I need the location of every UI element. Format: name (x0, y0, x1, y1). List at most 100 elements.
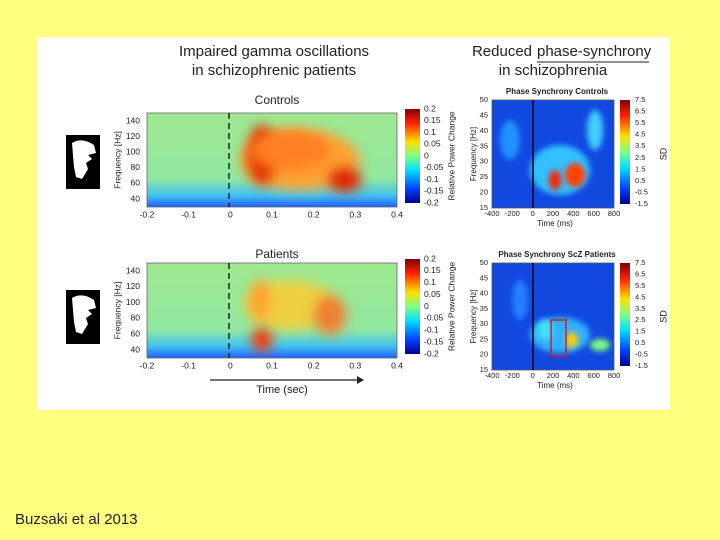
heatmap-blob (250, 280, 270, 320)
colorbar-tick-label: -0.2 (424, 197, 439, 207)
x-tick-label: 0.4 (391, 209, 403, 219)
colorbar (620, 100, 630, 204)
heatmap (492, 263, 614, 370)
colorbar-tick-label: 6.5 (635, 107, 645, 116)
y-tick-label: 30 (480, 319, 488, 328)
heatmap-blob (329, 168, 361, 192)
colorbar-tick-label: -0.15 (424, 186, 444, 196)
heatmap-blobs (512, 280, 610, 353)
colorbar-tick-label: 0.05 (424, 139, 441, 149)
colorbar-tick-label: 0.15 (424, 115, 441, 125)
colorbar-tick-label: 5.5 (635, 281, 645, 290)
panel-title: in schizophrenia (499, 62, 608, 79)
y-tick-label: 15 (480, 365, 488, 374)
x-tick-label: -200 (505, 371, 520, 380)
heatmap-blobs (245, 280, 346, 352)
x-tick-label: 800 (608, 371, 621, 380)
colorbar-label: SD (658, 147, 668, 160)
colorbar-tick-label: 1.5 (635, 164, 645, 173)
highlight-box (550, 319, 567, 357)
colorbar-label: Relative Power Change (446, 111, 456, 201)
colorbar (405, 109, 420, 203)
colorbar-tick-label: 5.5 (635, 118, 645, 127)
colorbar-tick-label: 2.5 (635, 153, 645, 162)
heatmap-blob (549, 170, 561, 190)
x-tick-label: 0 (228, 360, 233, 370)
y-tick-label: 35 (480, 141, 488, 150)
x-tick-label: 0 (531, 371, 535, 380)
heatmap-blob (566, 332, 578, 348)
y-tick-label: 40 (131, 193, 141, 203)
heatmap-blobs (240, 125, 361, 192)
y-tick-label: 40 (480, 289, 488, 298)
x-tick-label: 600 (587, 209, 600, 218)
y-tick-label: 25 (480, 172, 488, 181)
y-tick-label: 100 (126, 297, 140, 307)
x-axis-label: Time (ms) (537, 381, 573, 390)
y-tick-label: 50 (480, 95, 488, 104)
x-tick-label: 0.3 (349, 360, 361, 370)
y-tick-label: 45 (480, 273, 488, 282)
x-tick-label: 800 (608, 209, 621, 218)
x-tick-label: 600 (587, 371, 600, 380)
plot-frame (146, 262, 398, 359)
colorbar-tick-label: 3.5 (635, 304, 645, 313)
plot-frame (146, 112, 398, 208)
colorbar-tick-label: -0.05 (424, 162, 444, 172)
panel-title: Reduced (472, 43, 532, 60)
colorbar-label: SD (658, 310, 668, 323)
colorbar-tick-label: 0.2 (424, 103, 436, 113)
x-tick-label: 0 (228, 209, 233, 219)
y-axis-label: Frequency [Hz] (469, 289, 478, 343)
head-icon-face (72, 140, 96, 179)
y-tick-label: 40 (480, 126, 488, 135)
colorbar-tick-label: -1.5 (635, 361, 648, 370)
time-arrow-head (357, 376, 364, 384)
colorbar-tick-label: -0.1 (424, 174, 439, 184)
heatmap-blobs (500, 110, 603, 195)
y-tick-label: 35 (480, 304, 488, 313)
x-tick-label: 0.2 (308, 209, 320, 219)
x-tick-label: 0 (531, 209, 535, 218)
colorbar-tick-label: -0.5 (635, 350, 648, 359)
colorbar-tick-label: 0.5 (635, 338, 645, 347)
y-tick-label: 45 (480, 110, 488, 119)
heatmap-blob (314, 295, 346, 335)
colorbar-tick-label: -0.1 (424, 325, 439, 335)
heatmap-blob (590, 339, 610, 351)
x-tick-label: -400 (484, 371, 499, 380)
colorbar-tick-label: 7.5 (635, 95, 645, 104)
x-tick-label: 0.4 (391, 360, 403, 370)
plot-title: Controls (255, 93, 300, 107)
y-axis-label: Frequency [Hz] (469, 127, 478, 181)
y-tick-label: 100 (126, 146, 140, 156)
panel-title: phase-synchrony (537, 43, 652, 60)
citation: Buzsaki et al 2013 (15, 511, 138, 528)
colorbar-tick-label: 7.5 (635, 258, 645, 267)
x-tick-label: -0.1 (181, 209, 196, 219)
colorbar-tick-label: 0.1 (424, 277, 436, 287)
heatmap-blob (587, 110, 603, 150)
colorbar-tick-label: 0.15 (424, 265, 441, 275)
plot-frame (491, 262, 615, 371)
x-tick-label: 400 (567, 209, 580, 218)
y-axis-label: Frequency [Hz] (112, 282, 122, 340)
x-tick-label: 200 (547, 371, 560, 380)
plot-title: Phase Synchrony Controls (506, 87, 609, 96)
plot-frame (491, 99, 615, 209)
y-tick-label: 25 (480, 334, 488, 343)
y-tick-label: 80 (131, 162, 141, 172)
x-tick-label: -0.1 (181, 360, 196, 370)
colorbar-tick-label: 0.1 (424, 127, 436, 137)
head-icon-face (72, 295, 96, 334)
colorbar-tick-label: 0 (424, 150, 429, 160)
colorbar-tick-label: -1.5 (635, 199, 648, 208)
x-tick-label: -400 (484, 209, 499, 218)
y-tick-label: 120 (126, 281, 140, 291)
y-tick-label: 30 (480, 157, 488, 166)
x-tick-label: 0.1 (266, 360, 278, 370)
x-tick-label: 200 (547, 209, 560, 218)
colorbar-tick-label: 2.5 (635, 315, 645, 324)
y-axis-label: Frequency [Hz] (112, 131, 122, 189)
